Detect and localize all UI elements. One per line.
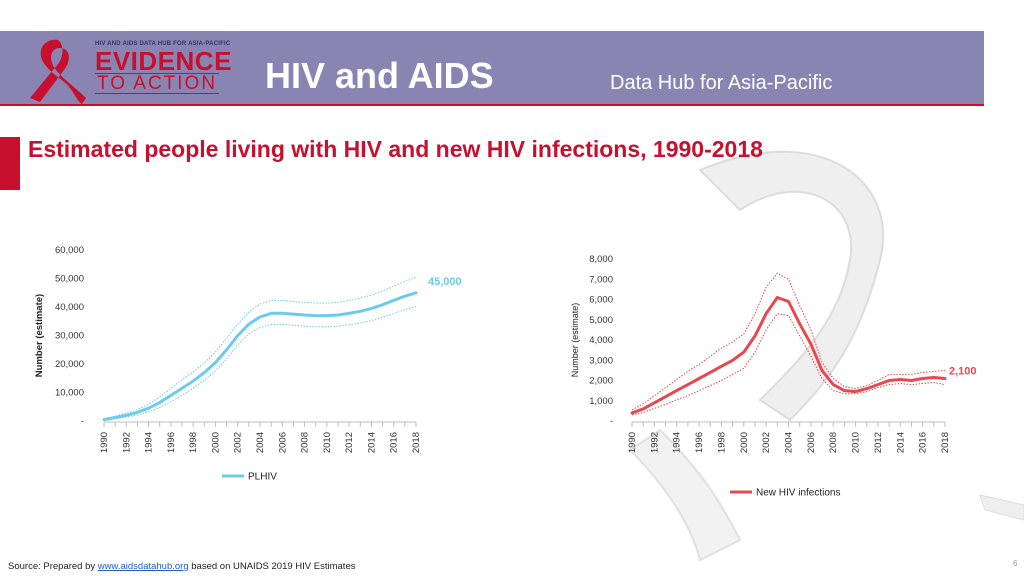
x-tick-label: 1994 <box>672 432 683 453</box>
x-tick-label: 2014 <box>895 432 906 453</box>
y-tick-label: 50,000 <box>55 274 84 285</box>
x-tick-label: 2004 <box>255 432 266 453</box>
x-tick-label: 2006 <box>806 432 817 453</box>
x-tick-label: 2012 <box>873 432 884 453</box>
header-band <box>0 31 984 104</box>
x-tick-label: 1992 <box>649 432 660 453</box>
y-tick-label: 8,000 <box>589 254 613 265</box>
series-line <box>630 296 947 415</box>
source-prefix: Source: Prepared by <box>8 561 98 572</box>
y-tick-label: - <box>81 416 84 427</box>
logo: HIV AND AIDS DATA HUB FOR ASIA-PACIFIC E… <box>20 36 242 105</box>
x-tick-label: 2008 <box>300 432 311 453</box>
x-tick-label: 1990 <box>627 432 638 453</box>
end-value-label: 45,000 <box>428 276 462 288</box>
y-tick-label: 40,000 <box>55 302 84 313</box>
y-axis-title: Number (estimate) <box>570 303 580 378</box>
y-tick-label: 1,000 <box>589 396 613 407</box>
source-note: Source: Prepared by www.aidsdatahub.org … <box>8 561 355 572</box>
y-tick-label: - <box>610 416 613 427</box>
logo-tagline: HIV AND AIDS DATA HUB FOR ASIA-PACIFIC <box>95 41 231 47</box>
source-suffix: based on UNAIDS 2019 HIV Estimates <box>188 561 356 572</box>
logo-sub-text: TO ACTION <box>95 73 220 94</box>
legend-label: PLHIV <box>248 472 277 483</box>
x-tick-label: 2018 <box>411 432 422 453</box>
x-tick-label: 2004 <box>784 432 795 453</box>
x-tick-label: 2006 <box>277 432 288 453</box>
logo-main-text: EVIDENCE <box>95 46 232 76</box>
x-tick-label: 1990 <box>99 432 110 453</box>
x-tick-label: 2002 <box>233 432 244 453</box>
lower-bound-line <box>103 305 417 421</box>
lower-bound-line <box>631 313 946 416</box>
y-tick-label: 5,000 <box>589 315 613 326</box>
x-tick-label: 2018 <box>940 432 951 453</box>
x-tick-label: 1996 <box>166 432 177 453</box>
y-tick-label: 20,000 <box>55 359 84 370</box>
x-tick-label: 2010 <box>322 432 333 453</box>
header-subtitle: Data Hub for Asia-Pacific <box>610 72 833 94</box>
y-tick-label: 30,000 <box>55 331 84 342</box>
upper-bound-line <box>103 276 417 420</box>
end-value-label: 2,100 <box>949 365 977 377</box>
x-tick-label: 1998 <box>188 432 199 453</box>
x-tick-label: 2008 <box>828 432 839 453</box>
x-tick-label: 2012 <box>344 432 355 453</box>
y-tick-label: 4,000 <box>589 335 613 346</box>
y-tick-label: 7,000 <box>589 274 613 285</box>
x-tick-label: 1998 <box>716 432 727 453</box>
source-link[interactable]: www.aidsdatahub.org <box>97 561 189 572</box>
title-accent-bar <box>0 137 20 190</box>
y-tick-label: 3,000 <box>589 355 613 366</box>
red-ribbon-icon <box>30 39 86 105</box>
legend-label: New HIV infections <box>756 488 840 499</box>
x-tick-label: 2010 <box>851 432 862 453</box>
slide-title: Estimated people living with HIV and new… <box>28 136 763 162</box>
y-tick-label: 2,000 <box>589 376 613 387</box>
x-tick-label: 2000 <box>739 432 750 453</box>
page-number: 6 <box>1013 559 1018 568</box>
y-tick-label: 60,000 <box>55 245 84 256</box>
x-tick-label: 2016 <box>389 432 400 453</box>
header-title: HIV and AIDS <box>265 55 494 96</box>
y-tick-label: 10,000 <box>55 388 84 399</box>
x-tick-label: 2002 <box>761 432 772 453</box>
y-tick-label: 6,000 <box>589 295 613 306</box>
header-underline <box>0 104 984 106</box>
x-tick-label: 1992 <box>121 432 132 453</box>
series-line <box>102 291 418 422</box>
upper-bound-line <box>631 272 946 411</box>
x-tick-label: 2014 <box>366 432 377 453</box>
x-tick-label: 2016 <box>918 432 929 453</box>
y-axis-title: Number (estimate) <box>34 294 45 377</box>
x-tick-label: 1994 <box>144 432 155 453</box>
x-tick-label: 2000 <box>210 432 221 453</box>
x-tick-label: 1996 <box>694 432 705 453</box>
